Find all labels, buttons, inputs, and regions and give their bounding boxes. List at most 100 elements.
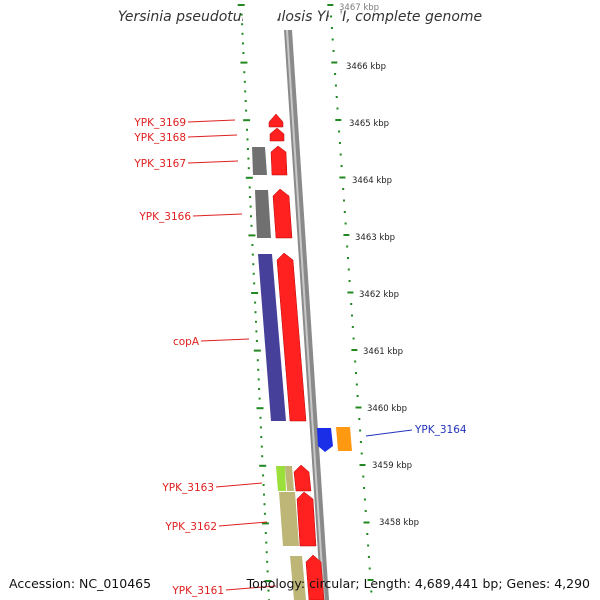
feature-ypk-3162-khaki[interactable] <box>279 492 299 546</box>
tick-mark <box>355 406 362 409</box>
tick-mark <box>255 340 258 342</box>
tick-mark <box>347 268 350 271</box>
gene-ypk-3167[interactable] <box>270 145 288 176</box>
gene-label-ypk-3161[interactable]: YPK_3161 <box>171 585 224 597</box>
tick-mark <box>248 186 251 189</box>
tick-mark <box>343 211 346 213</box>
scale-labels: 3467 kbp 3466 kbp 3465 kbp 3464 kbp 3463… <box>339 3 419 528</box>
tick-marks <box>237 4 374 600</box>
map-title: Yersinia pseudotuberculosis YPIII, compl… <box>117 9 483 25</box>
tick-mark <box>249 196 252 198</box>
tick-mark <box>253 282 256 285</box>
tick-mark <box>352 337 355 340</box>
tick-mark <box>243 119 251 122</box>
scale-label: 3459 kbp <box>372 461 412 471</box>
gene-label-ypk-3164[interactable]: YPK_3164 <box>414 424 467 436</box>
tick-mark <box>260 436 263 438</box>
gene-ypk-3162[interactable] <box>296 491 317 547</box>
tick-mark <box>240 13 243 16</box>
label-leader-lines <box>187 119 277 591</box>
tick-mark <box>249 205 252 208</box>
scale-label: 3462 kbp <box>359 290 399 300</box>
scale-label: 3467 kbp <box>339 3 379 13</box>
tick-mark <box>246 128 248 131</box>
tick-mark <box>244 100 247 102</box>
gene-ypk-3161[interactable] <box>305 554 325 600</box>
tick-mark <box>242 42 244 45</box>
gene-label-ypk-3167[interactable]: YPK_3167 <box>133 158 186 170</box>
tick-mark <box>348 280 351 282</box>
tick-mark <box>265 551 268 554</box>
tick-mark <box>255 330 258 333</box>
tick-mark <box>252 263 255 266</box>
gene-label-ypk-3168[interactable]: YPK_3168 <box>133 132 186 144</box>
tick-mark <box>244 90 247 93</box>
tick-mark <box>241 32 244 35</box>
gene-label-ypk-3162[interactable]: YPK_3162 <box>164 521 217 533</box>
gene-ypk-3166[interactable] <box>272 188 293 239</box>
tick-mark <box>363 521 370 524</box>
tick-mark <box>253 349 261 352</box>
feature-ypk-3163-green[interactable] <box>276 466 286 491</box>
tick-mark <box>359 464 366 466</box>
tick-mark <box>259 426 262 429</box>
tick-mark <box>255 320 257 323</box>
gene-ypk-3164-blue[interactable] <box>317 428 333 452</box>
tick-mark <box>336 107 339 110</box>
tick-mark <box>264 532 267 534</box>
tick-mark <box>330 27 333 29</box>
gene-ypk-3169[interactable] <box>268 113 284 128</box>
tick-mark <box>356 395 359 397</box>
tick-mark <box>252 272 255 275</box>
tick-mark <box>367 579 374 581</box>
label-leader-ypk-3164 <box>365 429 413 437</box>
gene-copa[interactable] <box>276 252 307 422</box>
gene-label-ypk-3166[interactable]: YPK_3166 <box>138 211 191 223</box>
feature-track <box>252 113 352 600</box>
feature-copa[interactable] <box>258 254 286 421</box>
tick-mark <box>264 580 272 582</box>
tick-mark <box>335 119 342 121</box>
tick-mark <box>347 291 354 294</box>
tick-mark <box>338 142 341 144</box>
tick-mark <box>334 84 337 87</box>
scale-label: 3466 kbp <box>346 62 386 72</box>
tick-mark <box>247 157 250 160</box>
gene-label-ypk-3169[interactable]: YPK_3169 <box>133 117 186 129</box>
tick-mark <box>363 498 366 501</box>
tick-mark <box>260 445 263 448</box>
tick-mark <box>327 4 334 6</box>
feature-ypk-3167-gray[interactable] <box>252 147 267 175</box>
tick-mark <box>258 397 261 400</box>
gene-label-ypk-3163[interactable]: YPK_3163 <box>161 482 214 494</box>
tick-mark <box>251 292 259 294</box>
tick-mark <box>263 512 266 515</box>
tick-mark <box>351 349 358 351</box>
tick-mark <box>367 556 370 558</box>
gene-ypk-3164-orange[interactable] <box>336 427 352 451</box>
gene-ypk-3163[interactable] <box>293 464 312 492</box>
tick-mark <box>246 148 249 150</box>
tick-mark <box>355 383 358 386</box>
tick-mark <box>267 589 270 592</box>
scale-label: 3465 kbp <box>349 119 389 129</box>
accession-text: Accession: NC_010465 <box>9 576 152 591</box>
feature-ypk-3161-khaki[interactable] <box>290 556 306 600</box>
feature-ypk-3163-khaki[interactable] <box>285 466 294 491</box>
tick-mark <box>246 138 249 141</box>
tick-mark <box>344 222 347 225</box>
tick-mark <box>360 452 363 455</box>
tick-mark <box>340 165 343 167</box>
tick-mark <box>354 360 357 363</box>
tick-mark <box>257 378 260 381</box>
gene-label-copa[interactable]: copA <box>173 336 200 348</box>
tick-mark <box>351 314 353 317</box>
tick-mark <box>343 199 345 202</box>
feature-ypk-3166-gray[interactable] <box>255 190 271 238</box>
tick-mark <box>262 474 265 477</box>
tick-mark <box>262 484 265 486</box>
tick-mark <box>332 50 335 52</box>
scale-label: 3464 kbp <box>352 176 392 186</box>
gene-ypk-3168[interactable] <box>269 127 285 142</box>
tick-mark <box>251 244 254 246</box>
